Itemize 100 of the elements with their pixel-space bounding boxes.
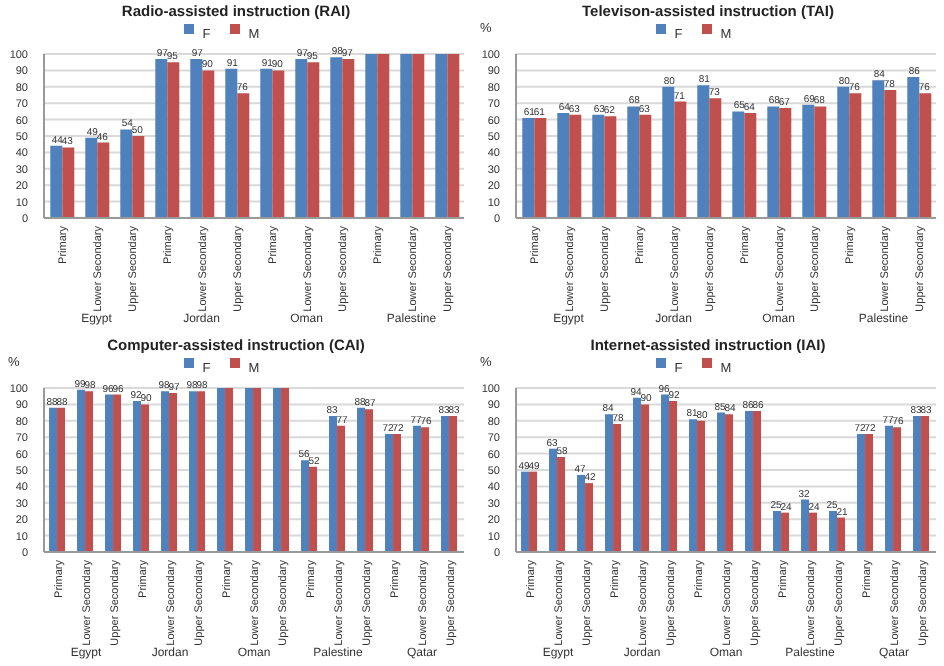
bar (273, 387, 282, 551)
bar (225, 68, 238, 218)
bar (557, 113, 570, 218)
bar (557, 455, 566, 551)
bar (884, 90, 897, 218)
bar (809, 511, 818, 551)
bar (865, 432, 874, 551)
bar (849, 93, 862, 218)
bar (697, 85, 710, 218)
bar (549, 447, 558, 551)
bar (357, 406, 366, 551)
bar (105, 393, 114, 551)
bar (133, 400, 142, 551)
bar (337, 424, 346, 551)
bar (744, 113, 757, 218)
bar (225, 387, 234, 551)
bar (829, 510, 838, 551)
bar (377, 54, 390, 218)
bar (329, 414, 338, 551)
bar (745, 409, 754, 551)
bar (309, 465, 318, 551)
bar (697, 419, 706, 551)
bar (641, 403, 650, 551)
bar (57, 406, 66, 551)
bar (585, 482, 594, 551)
bar (400, 54, 413, 218)
bar (627, 106, 640, 218)
bar (167, 62, 180, 218)
bar (393, 432, 402, 551)
bar (605, 413, 614, 551)
bar (577, 473, 586, 551)
bar (77, 388, 86, 551)
bar (521, 470, 530, 551)
bar (534, 117, 547, 218)
bar (435, 54, 448, 218)
bar (779, 108, 792, 218)
bar (753, 409, 762, 551)
bar (197, 390, 206, 551)
bar (412, 54, 425, 218)
bar (569, 114, 582, 218)
bar (330, 57, 343, 218)
bar (919, 93, 932, 218)
bar (449, 414, 458, 551)
bar (802, 104, 815, 218)
bar (295, 58, 308, 218)
bar (801, 498, 810, 551)
bar (85, 137, 98, 218)
bar (161, 390, 170, 551)
bar (272, 70, 285, 218)
bar (365, 408, 374, 551)
bar (85, 390, 94, 551)
bar (253, 387, 262, 551)
bar (237, 93, 250, 218)
bar (421, 426, 430, 551)
bar (814, 106, 827, 218)
bar (62, 147, 75, 218)
bar (529, 470, 538, 551)
bar (837, 86, 850, 218)
bar (245, 387, 254, 551)
bar (113, 393, 122, 551)
bar (662, 86, 675, 218)
bar (709, 98, 722, 218)
bar (132, 136, 145, 218)
bar (120, 129, 133, 218)
bar (189, 390, 198, 551)
bar (674, 101, 687, 218)
bar (155, 58, 168, 218)
bar (893, 426, 902, 551)
bar (50, 145, 63, 218)
bar (342, 58, 355, 218)
bar (441, 414, 450, 551)
bar (837, 516, 846, 551)
bar (717, 411, 726, 551)
bar (49, 406, 58, 551)
bar (97, 142, 110, 218)
bar (669, 400, 678, 551)
bar (413, 424, 422, 551)
bar (604, 116, 617, 218)
bar (921, 414, 930, 551)
bar (202, 70, 215, 218)
bar (689, 418, 698, 551)
bar (307, 62, 320, 218)
bar (217, 387, 226, 551)
bar (732, 111, 745, 218)
bar (885, 424, 894, 551)
bar (767, 106, 780, 218)
bar (522, 117, 535, 218)
bar (260, 68, 273, 218)
bar (661, 393, 670, 551)
bar (301, 459, 310, 551)
bar (725, 413, 734, 551)
bar (639, 114, 652, 218)
bar (447, 54, 460, 218)
bar (592, 114, 605, 218)
bar (857, 432, 866, 551)
bar (281, 387, 290, 551)
bar (385, 432, 394, 551)
bar (613, 423, 622, 551)
bar (913, 414, 922, 551)
bar (781, 511, 790, 551)
